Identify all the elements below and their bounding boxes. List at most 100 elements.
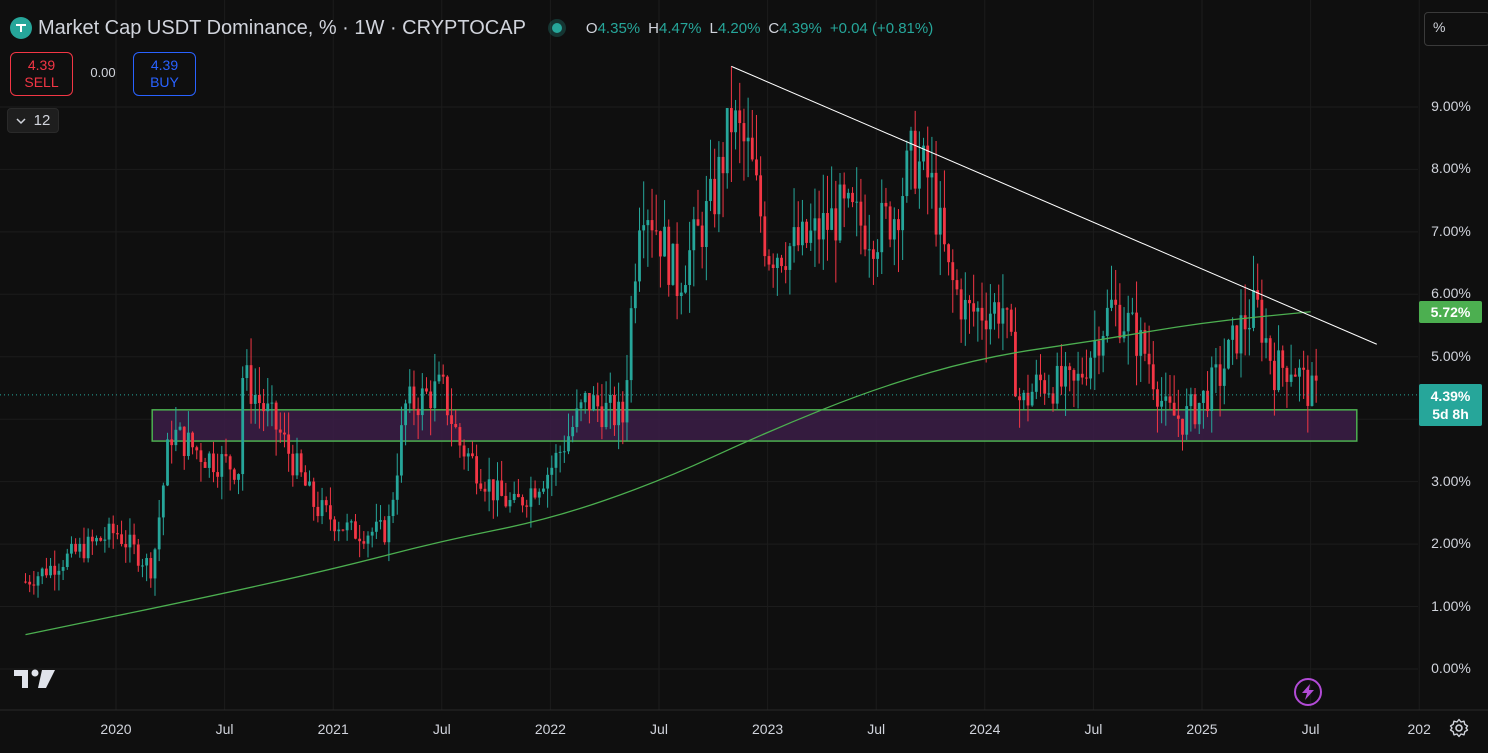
candle-body	[934, 172, 938, 235]
candle-body	[316, 506, 320, 517]
last-price-value: 4.39%	[1430, 387, 1471, 404]
candle-body	[884, 202, 888, 207]
candle-body	[111, 523, 115, 534]
candle-body	[867, 249, 871, 251]
candle	[1214, 348, 1218, 394]
candle	[884, 187, 888, 219]
candle-body	[1231, 325, 1235, 340]
candle-body	[1034, 374, 1038, 392]
candle-body	[408, 386, 412, 404]
candle	[383, 516, 387, 545]
candle	[358, 525, 362, 558]
candle-body	[400, 425, 403, 476]
candle-body	[629, 308, 633, 381]
sell-label: SELL	[24, 74, 59, 90]
candle-body	[170, 439, 174, 446]
candle	[997, 284, 1001, 339]
candle	[207, 451, 211, 478]
candle	[437, 361, 441, 384]
time-tick-label: 2024	[969, 721, 1001, 737]
candle-body	[1172, 402, 1176, 416]
candle-body	[496, 480, 499, 501]
candle	[232, 467, 236, 485]
candle-body	[905, 150, 909, 197]
scale-mode-button[interactable]: %	[1424, 12, 1488, 46]
candle	[1252, 255, 1255, 332]
candle-body	[721, 156, 725, 174]
candle-body	[174, 429, 178, 446]
tradingview-logo-icon[interactable]	[14, 668, 56, 695]
candle	[404, 399, 407, 446]
candle	[128, 518, 132, 563]
candle	[826, 175, 829, 261]
candle	[851, 187, 854, 208]
candle-body	[1080, 373, 1084, 378]
candle-body	[805, 221, 808, 243]
candle-body	[704, 201, 708, 247]
candle-body	[1147, 353, 1151, 365]
price-tick-label: 0.00%	[1431, 660, 1471, 676]
candle-body	[892, 219, 896, 240]
candle-body	[1072, 370, 1076, 381]
candle-body	[788, 246, 792, 270]
candle	[508, 492, 512, 513]
symbol-title[interactable]: Market Cap USDT Dominance, % · 1W · CRYP…	[38, 16, 526, 39]
candle	[1039, 354, 1042, 397]
candle	[1005, 307, 1009, 339]
candle-body	[587, 393, 591, 411]
candle	[880, 179, 884, 275]
candle-body	[512, 493, 516, 501]
candle-body	[558, 451, 562, 453]
candle	[191, 431, 194, 455]
indicator-count-toggle[interactable]: 12	[7, 108, 59, 133]
support-zone-box	[151, 409, 1358, 442]
candle	[838, 173, 842, 243]
candle	[1298, 359, 1301, 402]
candle-body	[709, 178, 712, 202]
candle	[1193, 387, 1197, 429]
candle	[425, 377, 428, 395]
candle	[801, 199, 804, 256]
candle-body	[897, 219, 900, 231]
candle	[1197, 402, 1201, 435]
candle	[587, 393, 591, 424]
candle	[550, 455, 554, 497]
candle	[951, 249, 955, 313]
candle	[324, 496, 328, 513]
candle	[1051, 387, 1055, 412]
candle-body	[801, 221, 804, 246]
candle	[738, 82, 742, 164]
candle-body	[1126, 312, 1130, 332]
candle	[345, 513, 349, 541]
lightning-icon[interactable]	[1294, 678, 1322, 706]
candle	[625, 354, 629, 441]
candle-body	[412, 386, 416, 409]
trendline	[731, 65, 1377, 345]
price-tick-label: 9.00%	[1431, 97, 1471, 114]
candle	[458, 423, 462, 458]
candle-body	[938, 207, 942, 235]
candle	[124, 530, 128, 563]
candle	[1206, 371, 1209, 418]
candle-body	[1268, 338, 1272, 361]
candle-body	[633, 281, 637, 309]
candle-body	[1302, 367, 1306, 370]
candle-body	[730, 108, 733, 133]
candle	[575, 389, 579, 433]
candle	[955, 269, 959, 296]
candle	[817, 190, 821, 264]
candle-body	[308, 481, 311, 486]
candle	[717, 141, 721, 233]
candle	[642, 181, 646, 259]
candle	[872, 240, 875, 285]
candle	[187, 411, 190, 460]
sell-button[interactable]: 4.39 SELL	[10, 52, 73, 96]
chart-grid	[0, 0, 1420, 710]
candle	[788, 242, 792, 295]
buy-button[interactable]: 4.39 BUY	[133, 52, 196, 96]
moving-average	[25, 311, 1311, 636]
candle-body	[621, 401, 625, 423]
candle-body	[49, 565, 52, 576]
gear-icon[interactable]	[1449, 718, 1469, 743]
